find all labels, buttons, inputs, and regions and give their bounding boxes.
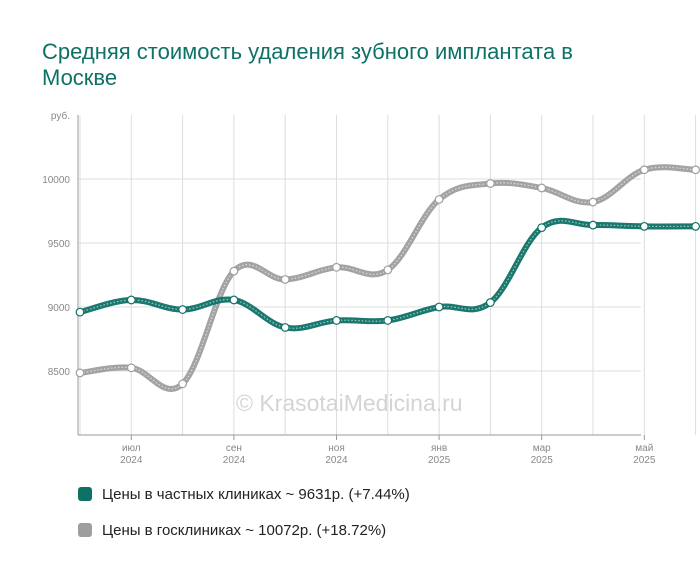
data-point [537,183,547,193]
legend-swatch [78,487,92,501]
data-point [588,197,598,207]
data-point [280,275,290,284]
x-tick-label-month: июл [122,443,141,454]
x-tick-label-year: 2025 [428,455,451,466]
legend-label: Цены в частных клиниках ~ 9631р. (+7.44%… [102,485,410,503]
data-point [383,265,393,275]
data-point [639,221,649,231]
data-point [537,223,547,233]
x-tick-label-month: мар [533,443,551,454]
data-point [691,221,700,231]
axes: 85009000950010000руб.июл2024сен2024ноя20… [42,110,656,466]
y-tick-label: 8500 [48,367,71,378]
data-point [383,316,393,325]
x-tick-label-year: 2025 [531,455,554,466]
legend-item: Цены в частных клиниках ~ 9631р. (+7.44%… [78,484,410,504]
legend-item: Цены в госклиниках ~ 10072р. (+18.72%) [78,520,410,540]
chart-title: Средняя стоимость удаления зубного импла… [42,39,573,90]
x-tick-label-month: ноя [328,443,345,454]
y-tick-label: 10000 [42,175,70,186]
data-point [332,316,341,325]
data-point [126,363,136,373]
y-tick-label: 9500 [48,239,71,250]
data-point [178,379,188,389]
watermark: © KrasotaiMedicina.ru [236,390,463,416]
data-point [434,195,444,204]
data-points [75,165,700,389]
x-tick-label-year: 2024 [325,455,348,466]
data-point [691,165,700,175]
data-point [434,302,444,312]
data-point [280,323,290,332]
data-point [332,262,341,272]
data-point [639,165,649,175]
data-point [126,295,136,305]
y-tick-label: 9000 [48,303,71,314]
legend: Цены в частных клиниках ~ 9631р. (+7.44%… [78,484,410,556]
data-point [178,305,188,314]
data-point [486,298,495,307]
x-tick-label-year: 2025 [633,455,656,466]
legend-label: Цены в госклиниках ~ 10072р. (+18.72%) [102,521,387,539]
x-tick-label-month: сен [226,443,242,454]
x-tick-label-month: май [635,443,653,454]
y-axis-label: руб. [51,110,70,122]
data-point [75,307,85,317]
data-point [486,179,495,188]
data-point [229,295,239,305]
data-point [229,266,239,276]
data-point [588,220,598,230]
x-tick-label-year: 2024 [223,455,246,466]
x-tick-label-month: янв [431,443,447,454]
legend-swatch [78,523,92,537]
x-tick-label-year: 2024 [120,455,143,466]
data-point [75,368,85,378]
